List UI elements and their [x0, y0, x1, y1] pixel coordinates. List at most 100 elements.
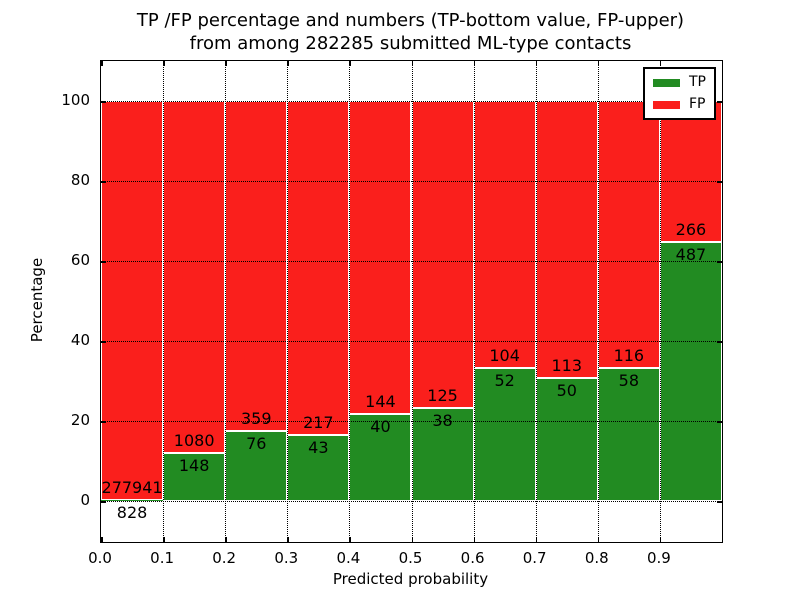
x-tick-mark — [163, 537, 165, 542]
legend-item-tp: TP — [653, 75, 706, 90]
x-tick-mark-top — [349, 61, 351, 66]
y-tick-mark-right — [717, 421, 722, 423]
y-tick-mark — [101, 421, 106, 423]
y-tick-label: 20 — [70, 411, 90, 429]
x-tick-label: 0.2 — [212, 549, 237, 567]
x-tick-mark-top — [225, 61, 227, 66]
tp-count-label: 40 — [370, 417, 391, 437]
x-tick-mark — [535, 537, 538, 542]
legend-item-fp: FP — [653, 97, 706, 112]
v-gridline — [225, 61, 227, 542]
y-tick-label: 60 — [70, 251, 90, 269]
x-tick-mark-top — [411, 61, 413, 66]
tp-count-label: 487 — [675, 245, 707, 265]
bar-fp-segment — [287, 101, 350, 435]
x-tick-label: 0.9 — [646, 549, 671, 567]
x-tick-mark — [597, 537, 600, 542]
y-tick-mark-right — [717, 261, 722, 263]
x-tick-mark — [411, 537, 413, 542]
tp-count-label: 76 — [246, 434, 267, 454]
y-tick-mark — [101, 501, 106, 503]
v-gridline — [597, 61, 599, 542]
bar-tp-segment — [659, 242, 722, 501]
x-tick-mark — [473, 537, 476, 542]
fp-count-label: 217 — [303, 412, 334, 432]
x-tick-mark-top — [101, 61, 103, 66]
x-tick-label: 0.5 — [398, 549, 423, 567]
y-tick-label: 80 — [70, 171, 90, 189]
fp-count-label: 125 — [427, 385, 458, 405]
y-tick-mark-right — [717, 501, 722, 503]
tp-count-label: 148 — [178, 455, 210, 475]
bar-fp-segment — [101, 101, 164, 500]
x-tick-mark — [101, 537, 103, 542]
legend-swatch-fp — [653, 100, 680, 109]
legend-label-fp: FP — [689, 96, 706, 112]
bar-fp-segment — [597, 101, 660, 368]
x-axis-label: Predicted probability — [332, 570, 489, 588]
fp-count-label: 144 — [365, 392, 396, 412]
y-tick-mark — [101, 341, 106, 343]
y-tick-mark — [101, 101, 106, 103]
y-tick-mark — [101, 261, 106, 263]
fp-count-label: 116 — [613, 345, 645, 365]
x-tick-mark — [659, 537, 662, 542]
x-tick-mark-top — [659, 61, 662, 66]
x-tick-mark — [349, 537, 351, 542]
bar-tp-segment — [225, 431, 288, 501]
x-tick-label: 0.3 — [274, 549, 299, 567]
y-tick-mark — [101, 181, 106, 183]
fp-count-label: 266 — [675, 220, 707, 240]
chart-title-line1: TP /FP percentage and numbers (TP-bottom… — [136, 10, 685, 31]
bar-fp-segment — [473, 101, 536, 368]
fp-count-label: 113 — [551, 356, 583, 376]
legend-swatch-tp — [653, 78, 680, 87]
y-tick-label: 0 — [80, 491, 90, 509]
bar-fp-segment — [659, 101, 722, 243]
x-tick-label: 0.1 — [150, 549, 175, 567]
v-gridline — [659, 61, 661, 542]
v-gridline — [473, 61, 475, 542]
x-tick-label: 0.6 — [460, 549, 485, 567]
x-tick-mark-top — [163, 61, 165, 66]
x-tick-label: 0.7 — [522, 549, 547, 567]
fp-count-label: 277941 — [101, 477, 163, 497]
y-tick-mark-right — [717, 181, 722, 183]
y-axis-label: Percentage — [28, 257, 46, 343]
tp-count-label: 828 — [116, 502, 148, 522]
legend: TP FP — [643, 67, 716, 120]
v-gridline — [349, 61, 351, 542]
tp-count-label: 52 — [494, 370, 515, 390]
x-tick-mark-top — [535, 61, 538, 66]
v-gridline — [411, 61, 413, 542]
tp-count-label: 43 — [308, 437, 329, 457]
x-tick-mark — [225, 537, 227, 542]
plot-area: TP FP 277941 828 1080 148 359 76 217 43 144 40 125… — [100, 60, 723, 543]
x-tick-label: 0.0 — [88, 549, 112, 567]
v-gridline — [287, 61, 289, 542]
tp-count-label: 50 — [556, 381, 577, 401]
fp-count-label: 1080 — [173, 430, 215, 450]
y-tick-label: 100 — [61, 91, 90, 109]
bar-fp-segment — [163, 101, 226, 453]
x-tick-label: 0.4 — [336, 549, 361, 567]
v-gridline — [535, 61, 537, 542]
chart-title-line2: from among 282285 submitted ML-type cont… — [189, 33, 632, 54]
x-tick-mark-top — [473, 61, 476, 66]
tp-count-label: 38 — [432, 410, 453, 430]
y-tick-mark-right — [717, 341, 722, 343]
y-tick-mark-right — [717, 101, 722, 103]
bar-tp-segment — [287, 434, 350, 501]
bar-fp-segment — [225, 101, 288, 432]
x-tick-mark-top — [287, 61, 289, 66]
x-tick-label: 0.8 — [584, 549, 609, 567]
bar-fp-segment — [535, 101, 598, 379]
x-tick-mark-top — [597, 61, 600, 66]
x-tick-mark — [287, 537, 289, 542]
fp-count-label: 104 — [489, 345, 520, 365]
legend-label-tp: TP — [689, 74, 706, 90]
fp-count-label: 359 — [240, 409, 272, 429]
tp-count-label: 58 — [618, 370, 640, 390]
v-gridline — [163, 61, 165, 542]
